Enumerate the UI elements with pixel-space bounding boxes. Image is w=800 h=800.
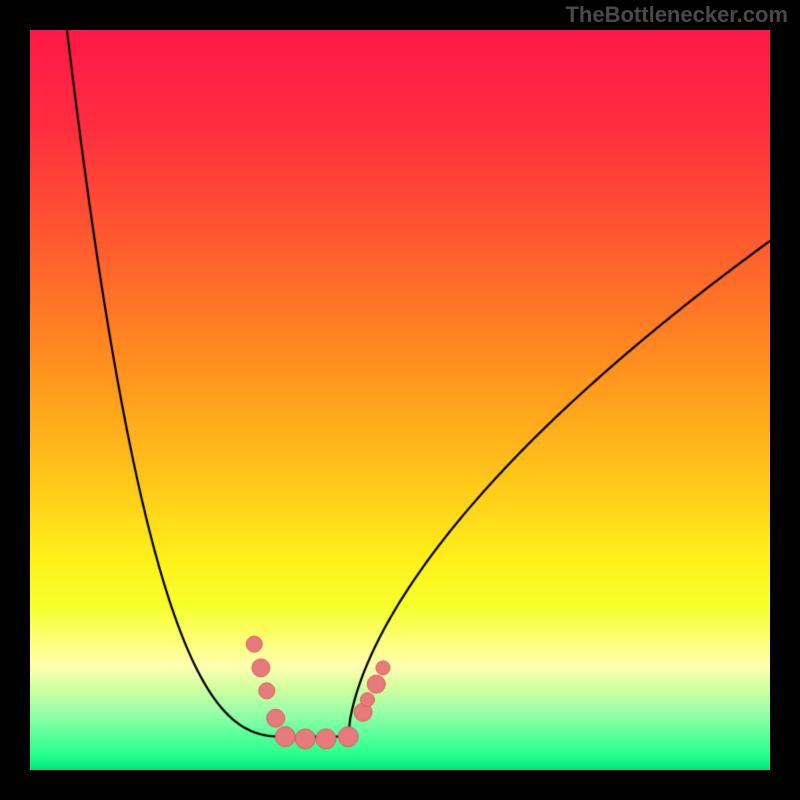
chart-stage: TheBottlenecker.com xyxy=(0,0,800,800)
bottleneck-curve-chart xyxy=(30,30,770,770)
attribution-label: TheBottlenecker.com xyxy=(565,2,788,28)
